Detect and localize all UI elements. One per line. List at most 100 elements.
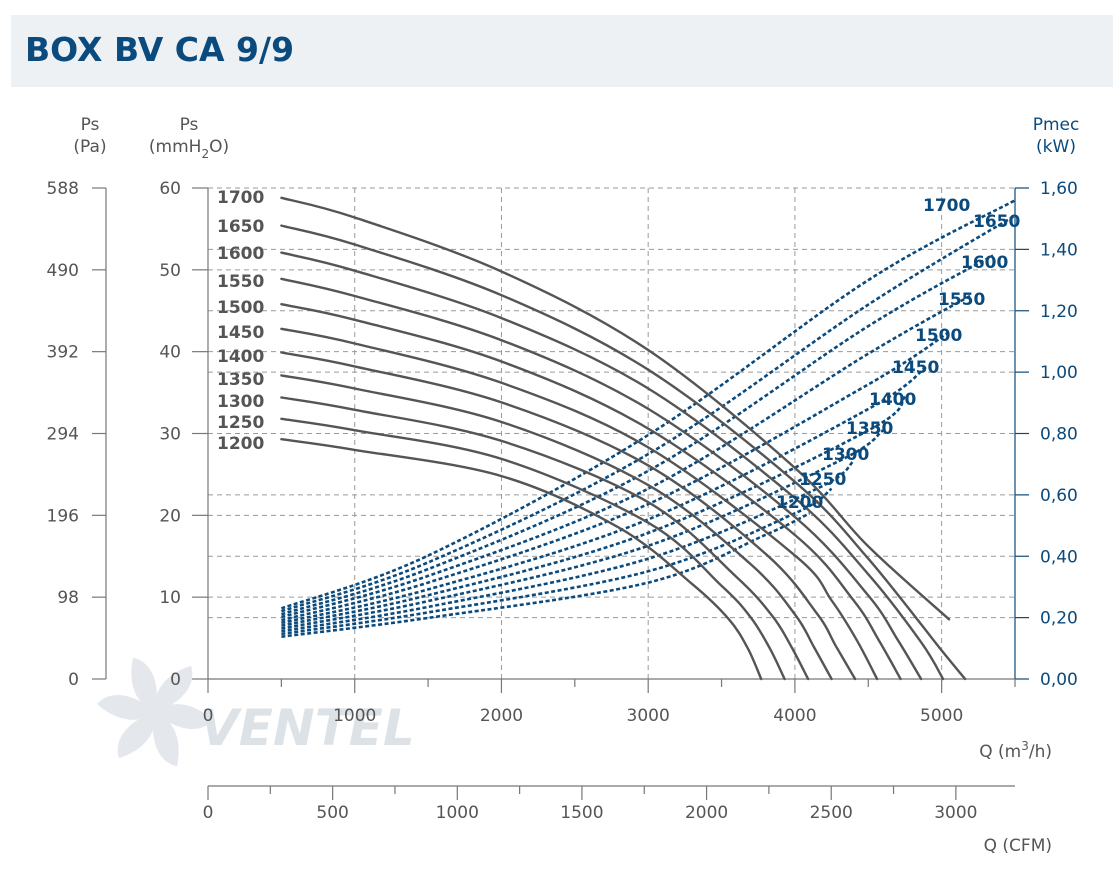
power-label-1700: 1700: [923, 196, 970, 216]
axis-x-label-b: /h): [1029, 742, 1052, 762]
tick-label-pa: 0: [68, 670, 79, 690]
pressure-curve-1300: [280, 396, 810, 681]
fan-blade: [153, 712, 179, 767]
power-label-1250: 1250: [799, 470, 846, 490]
chart-axes: Ps(Pa)098196294392490588Ps(mmH2O)0102030…: [47, 115, 1080, 856]
pressure-label-1350: 1350: [217, 370, 264, 390]
power-label-1300: 1300: [822, 445, 869, 465]
fan-blade: [97, 694, 155, 720]
tick-label-kw: 1,20: [1040, 302, 1078, 322]
tick-label-x: 2000: [480, 706, 523, 726]
header-bar: [11, 15, 1113, 87]
tick-label-mm: 30: [159, 425, 181, 445]
pressure-label-1500: 1500: [217, 298, 264, 318]
pressure-label-1600: 1600: [217, 244, 264, 264]
tick-label-pa: 490: [47, 261, 79, 281]
page-title: BOX BV CA 9/9: [25, 30, 295, 69]
tick-label-mm: 10: [159, 588, 181, 608]
power-curve-1650: [280, 214, 1016, 613]
power-curve-1500: [281, 331, 950, 622]
tick-label-cfm: 1000: [436, 803, 479, 823]
tick-label-kw: 1,40: [1040, 240, 1078, 260]
power-label-1600: 1600: [961, 253, 1008, 273]
tick-label-kw: 0,40: [1040, 547, 1078, 567]
pressure-label-1250: 1250: [217, 413, 264, 433]
tick-label-mm: 0: [170, 670, 181, 690]
tick-label-x: 0: [203, 706, 214, 726]
tick-label-cfm: 0: [203, 803, 214, 823]
pressure-label-1200: 1200: [217, 434, 264, 454]
pressure-curve-1350: [280, 374, 833, 681]
tick-label-kw: 1,60: [1040, 179, 1078, 199]
tick-label-mm: 20: [159, 506, 181, 526]
power-label-1400: 1400: [869, 390, 916, 410]
power-label-1350: 1350: [846, 419, 893, 439]
tick-label-x: 3000: [627, 706, 670, 726]
axis-kw-unit: (kW): [1036, 137, 1076, 157]
fan-blade: [155, 704, 213, 730]
tick-label-x: 5000: [920, 706, 963, 726]
axis-mm-unit-sub: 2: [201, 147, 209, 161]
axis-pa-name: Ps: [81, 115, 100, 135]
pressure-curve-1400: [280, 351, 857, 681]
axis-cfm-label: Q (CFM): [984, 836, 1052, 856]
pressure-curve-1700: [280, 196, 951, 621]
tick-label-cfm: 2000: [685, 803, 728, 823]
pressure-label-1400: 1400: [217, 347, 264, 367]
power-curve-1600: [281, 254, 994, 616]
pressure-curve-1550: [280, 277, 923, 681]
tick-label-cfm: 3000: [934, 803, 977, 823]
axis-mm-unit-b: O): [209, 137, 229, 157]
pressure-curve-1600: [280, 251, 945, 681]
pressure-curve-1450: [280, 327, 879, 681]
tick-label-cfm: 2500: [810, 803, 853, 823]
tick-label-cfm: 1500: [560, 803, 603, 823]
axis-mm-unit: (mmH2O): [149, 137, 229, 161]
power-curve-1300: [281, 460, 855, 633]
watermark-text: VENTEL: [200, 699, 415, 757]
fan-blade: [131, 657, 157, 712]
axis-mm-unit-a: (mmH: [149, 137, 202, 157]
tick-label-mm: 50: [159, 261, 181, 281]
tick-label-cfm: 500: [316, 803, 348, 823]
axis-x-label-sup: 3: [1021, 739, 1029, 753]
tick-label-pa: 392: [47, 343, 79, 363]
tick-label-kw: 0,80: [1040, 425, 1078, 445]
power-label-1550: 1550: [938, 290, 985, 310]
tick-label-kw: 0,20: [1040, 609, 1078, 629]
tick-label-mm: 40: [159, 343, 181, 363]
tick-label-pa: 98: [57, 588, 79, 608]
curve-labels: 1700165016001550150014501400135013001250…: [217, 188, 1020, 513]
power-curve-1700: [280, 199, 1016, 610]
power-curve-1450: [281, 364, 928, 625]
fan-blade-icon: [97, 657, 213, 767]
power-curve-1350: [281, 429, 884, 630]
axis-mm-name: Ps: [180, 115, 199, 135]
power-label-1500: 1500: [915, 326, 962, 346]
fan-blade: [154, 665, 193, 712]
axis-kw-name: Pmec: [1033, 115, 1080, 135]
ventel-watermark-logo: VENTEL: [97, 657, 415, 767]
pressure-curve-1500: [280, 303, 902, 681]
power-curves: [280, 199, 1016, 638]
pressure-label-1650: 1650: [217, 217, 264, 237]
pressure-label-1450: 1450: [217, 323, 264, 343]
power-curve-1400: [281, 395, 907, 627]
tick-label-x: 1000: [333, 706, 376, 726]
power-label-1450: 1450: [892, 358, 939, 378]
pressure-label-1300: 1300: [217, 392, 264, 412]
tick-label-pa: 294: [47, 425, 79, 445]
tick-label-kw: 1,00: [1040, 363, 1078, 383]
pressure-curve-1200: [280, 438, 763, 681]
axis-x-label-a: Q (m: [979, 742, 1021, 762]
power-label-1650: 1650: [973, 212, 1020, 232]
pressure-curve-1650: [280, 224, 967, 681]
axis-x-label: Q (m3/h): [979, 739, 1052, 762]
tick-label-pa: 196: [47, 506, 79, 526]
pressure-label-1700: 1700: [217, 188, 264, 208]
power-label-1200: 1200: [776, 493, 823, 513]
power-curve-1250: [281, 487, 833, 636]
tick-label-pa: 588: [47, 179, 79, 199]
axis-pa-unit: (Pa): [73, 137, 106, 157]
